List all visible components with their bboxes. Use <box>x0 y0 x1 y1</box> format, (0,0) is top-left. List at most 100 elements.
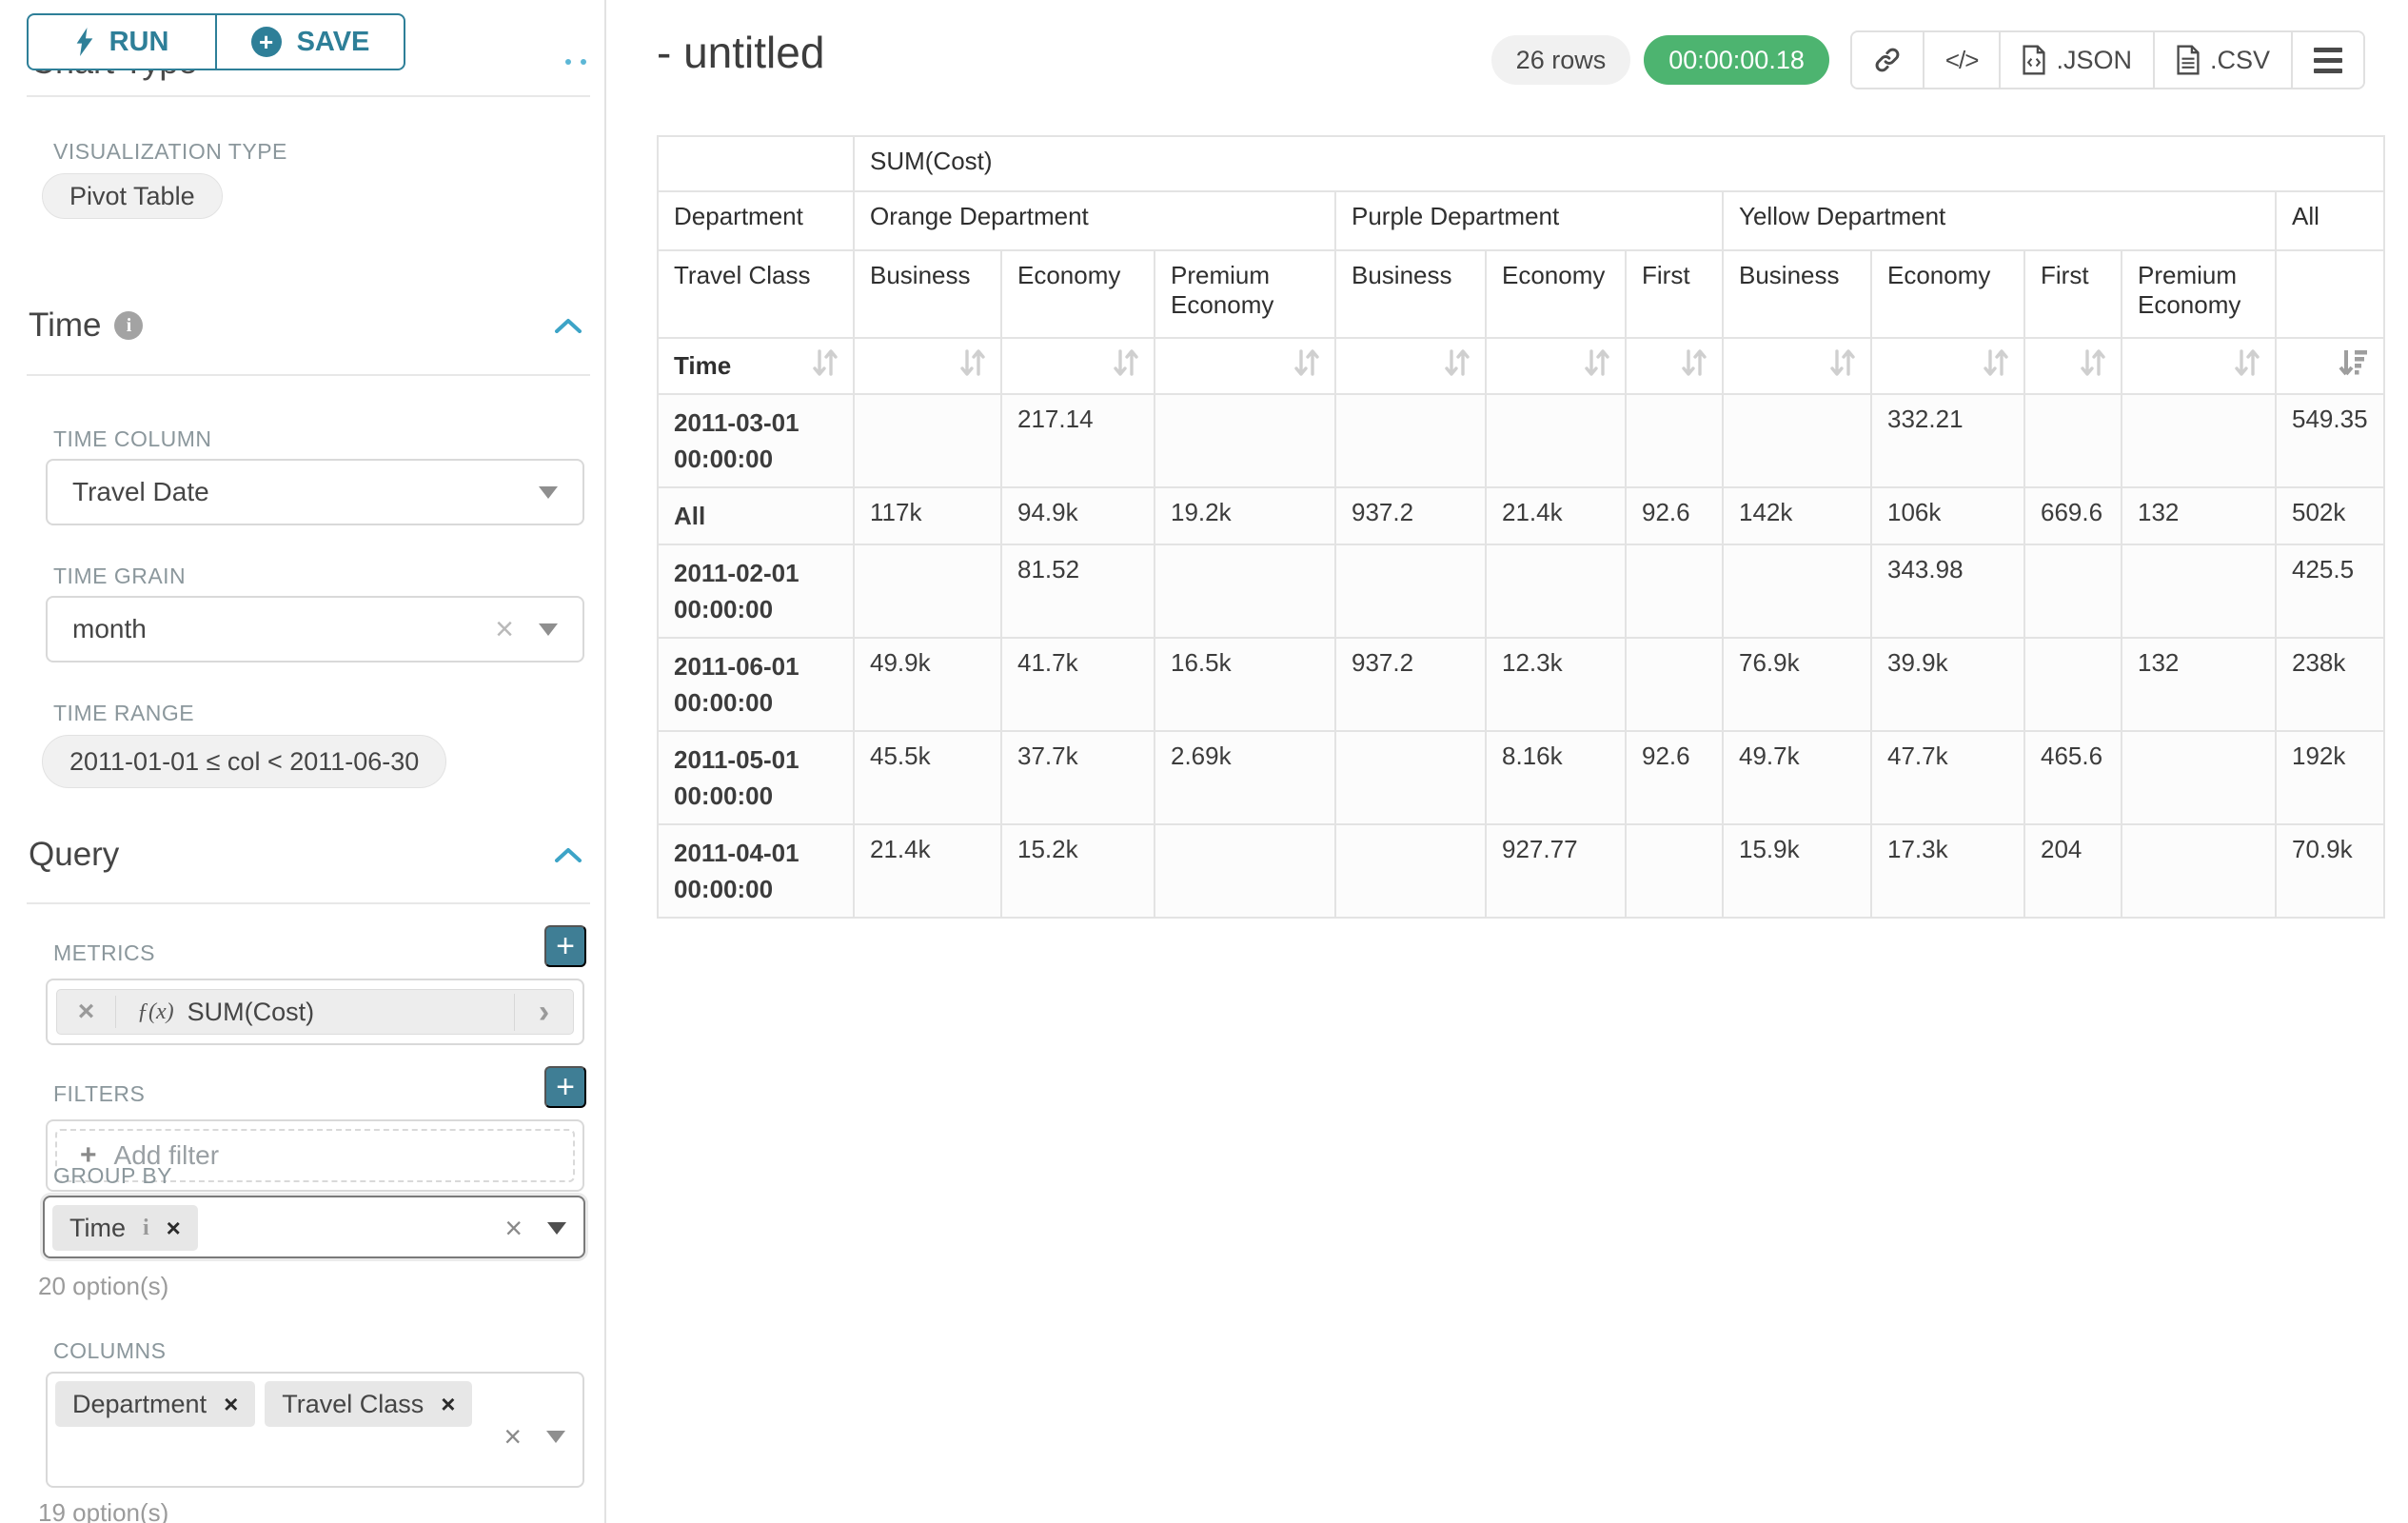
field-chip[interactable]: Time i × <box>52 1205 198 1251</box>
sort-desc-icon <box>2339 350 2367 376</box>
pivot-value-cell: 217.14 <box>1000 393 1155 488</box>
pivot-value-cell: 937.2 <box>1334 486 1487 545</box>
sort-header-active[interactable] <box>2275 337 2385 395</box>
metrics-label: METRICS <box>53 940 155 965</box>
field-chip[interactable]: Department × <box>55 1381 256 1427</box>
chevron-up-icon[interactable] <box>554 847 582 862</box>
group-by-select[interactable]: Time i × × <box>43 1196 585 1258</box>
save-button[interactable]: + SAVE <box>216 13 405 70</box>
sort-icon <box>1445 349 1470 376</box>
travel-class-header: Economy <box>1870 249 2025 339</box>
pivot-value-cell: 12.3k <box>1485 637 1627 732</box>
view-query-button[interactable]: </> <box>1922 32 2000 88</box>
collapse-caret-clipped <box>565 59 586 65</box>
sort-icon <box>960 349 985 376</box>
code-icon: </> <box>1944 45 1980 74</box>
time-axis-label[interactable]: Time <box>657 337 855 395</box>
sort-header[interactable] <box>2023 337 2122 395</box>
chevron-down-icon[interactable] <box>546 1431 565 1443</box>
department-group-header: Orange Department <box>853 190 1336 251</box>
travel-class-header: First <box>1625 249 1724 339</box>
pivot-value-cell: 15.9k <box>1722 823 1872 919</box>
columns-options-note: 19 option(s) <box>38 1498 169 1523</box>
pivot-value-cell <box>2121 544 2277 639</box>
travel-class-header: First <box>2023 249 2122 339</box>
pivot-value-cell <box>1334 823 1487 919</box>
sort-header[interactable] <box>1722 337 1872 395</box>
pivot-value-cell: 70.9k <box>2275 823 2385 919</box>
clear-icon[interactable]: × <box>495 610 514 647</box>
travel-class-header: Premium Economy <box>2121 249 2277 339</box>
pivot-value-cell: 19.2k <box>1154 486 1336 545</box>
time-section-header[interactable]: Time i <box>29 307 588 345</box>
columns-select[interactable]: Department × Travel Class × × <box>46 1372 584 1488</box>
time-grain-select[interactable]: month × <box>46 596 584 663</box>
pivot-value-cell: 192k <box>2275 730 2385 825</box>
pivot-value-cell: 204 <box>2023 823 2122 919</box>
time-column-select[interactable]: Travel Date <box>46 459 584 525</box>
remove-metric-icon[interactable]: × <box>57 996 116 1028</box>
add-filter-button[interactable]: + <box>544 1066 586 1108</box>
sort-header[interactable] <box>1334 337 1487 395</box>
chevron-down-icon <box>539 485 558 499</box>
field-chip[interactable]: Travel Class × <box>265 1381 473 1427</box>
pivot-value-cell: 142k <box>1722 486 1872 545</box>
sort-header[interactable] <box>1000 337 1155 395</box>
department-group-header: Yellow Department <box>1722 190 2277 251</box>
pivot-value-cell <box>1154 544 1336 639</box>
metric-name: SUM(Cost) <box>187 997 315 1026</box>
columns-label: COLUMNS <box>53 1338 167 1363</box>
pivot-row-label: 2011-04-01 00:00:00 <box>657 823 855 919</box>
clear-icon[interactable]: × <box>503 1419 522 1454</box>
pivot-value-cell: 39.9k <box>1870 637 2025 732</box>
clear-icon[interactable]: × <box>504 1211 523 1245</box>
share-link-button[interactable] <box>1851 32 1923 88</box>
export-csv-button[interactable]: .CSV <box>2152 32 2291 88</box>
pivot-value-cell: 465.6 <box>2023 730 2122 825</box>
travel-class-header <box>2275 249 2385 339</box>
pivot-value-cell: 2.69k <box>1154 730 1336 825</box>
time-range-pill[interactable]: 2011-01-01 ≤ col < 2011-06-30 <box>42 735 447 788</box>
pivot-value-cell: 332.21 <box>1870 393 2025 488</box>
department-group-header: All <box>2275 190 2385 251</box>
run-button[interactable]: RUN <box>27 13 216 70</box>
travel-class-header: Premium Economy <box>1154 249 1336 339</box>
pivot-value-cell <box>2121 393 2277 488</box>
sort-header[interactable] <box>1154 337 1336 395</box>
sort-header[interactable] <box>2121 337 2277 395</box>
metric-chip[interactable]: × ƒ(x) SUM(Cost) › <box>56 989 574 1035</box>
add-filter-dropzone[interactable]: + Add filter <box>55 1129 575 1182</box>
pivot-value-cell <box>2023 637 2122 732</box>
sort-header[interactable] <box>1485 337 1627 395</box>
sort-header[interactable] <box>1870 337 2025 395</box>
travel-class-header: Economy <box>1000 249 1155 339</box>
travel-class-header: Business <box>1722 249 1872 339</box>
viz-type-pill[interactable]: Pivot Table <box>42 173 223 219</box>
sort-icon <box>1984 349 2008 376</box>
chevron-up-icon[interactable] <box>554 318 582 333</box>
link-icon <box>1875 48 1900 72</box>
menu-button[interactable] <box>2291 32 2363 88</box>
pivot-value-cell: 132 <box>2121 486 2277 545</box>
chevron-down-icon[interactable] <box>547 1222 566 1235</box>
sort-icon <box>1114 349 1138 376</box>
sort-header[interactable] <box>1625 337 1724 395</box>
pivot-value-cell <box>853 544 1002 639</box>
plus-icon: + <box>80 1139 97 1171</box>
sort-icon <box>813 349 838 376</box>
add-metric-button[interactable]: + <box>544 925 586 967</box>
pivot-value-cell <box>1485 393 1627 488</box>
remove-chip-icon[interactable]: × <box>224 1389 239 1418</box>
json-file-icon <box>2023 45 2046 75</box>
query-section-header[interactable]: Query <box>29 836 588 874</box>
pivot-value-cell <box>2121 823 2277 919</box>
export-json-button[interactable]: .JSON <box>1999 32 2153 88</box>
metrics-box: × ƒ(x) SUM(Cost) › <box>46 979 584 1045</box>
sort-header[interactable] <box>853 337 1002 395</box>
remove-chip-icon[interactable]: × <box>441 1389 456 1418</box>
remove-chip-icon[interactable]: × <box>166 1213 181 1242</box>
chevron-right-icon[interactable]: › <box>514 993 573 1031</box>
pivot-row-label: 2011-06-01 00:00:00 <box>657 637 855 732</box>
pivot-row-label: 2011-02-01 00:00:00 <box>657 544 855 639</box>
pivot-value-cell: 549.35 <box>2275 393 2385 488</box>
